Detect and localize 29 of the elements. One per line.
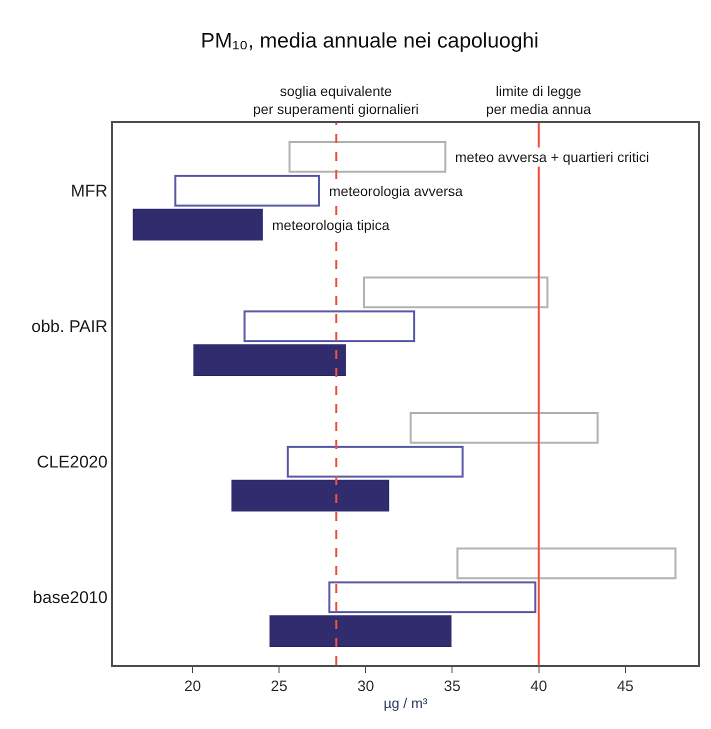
- bar: [174, 174, 320, 207]
- y-tick-label: base2010: [32, 588, 108, 608]
- x-tick-label: 20: [184, 678, 201, 695]
- bar: [231, 480, 390, 512]
- ref-line-label: limite di legge per media annua: [486, 83, 592, 118]
- bar: [286, 446, 464, 478]
- series-label: meteo avversa + quartieri critici: [455, 149, 650, 165]
- bar: [410, 412, 599, 444]
- x-tick-label: 25: [270, 678, 288, 695]
- bar: [244, 310, 416, 342]
- y-tick-label: CLE2020: [36, 452, 108, 472]
- y-tick-label: obb. PAIR: [31, 317, 108, 336]
- bar: [193, 344, 346, 376]
- x-axis-title: µg / m³: [384, 694, 428, 711]
- bar: [288, 140, 446, 173]
- bar: [132, 208, 263, 241]
- x-tick-label: 40: [530, 678, 548, 695]
- bar: [456, 547, 676, 580]
- series-label: meteorologia tipica: [272, 217, 390, 233]
- series-label: meteorologia avversa: [329, 183, 464, 199]
- bar: [362, 276, 548, 308]
- x-tick-label: 35: [444, 678, 461, 695]
- x-tick-label: 30: [357, 678, 374, 695]
- bar: [270, 615, 452, 648]
- bar: [328, 581, 536, 614]
- chart-title: PM₁₀, media annuale nei capoluoghi: [200, 30, 539, 53]
- y-tick-label: MFR: [70, 182, 108, 201]
- ref-line-label: soglia equivalente per superamenti giornalieri: [253, 83, 419, 118]
- x-tick-label: 45: [616, 678, 634, 695]
